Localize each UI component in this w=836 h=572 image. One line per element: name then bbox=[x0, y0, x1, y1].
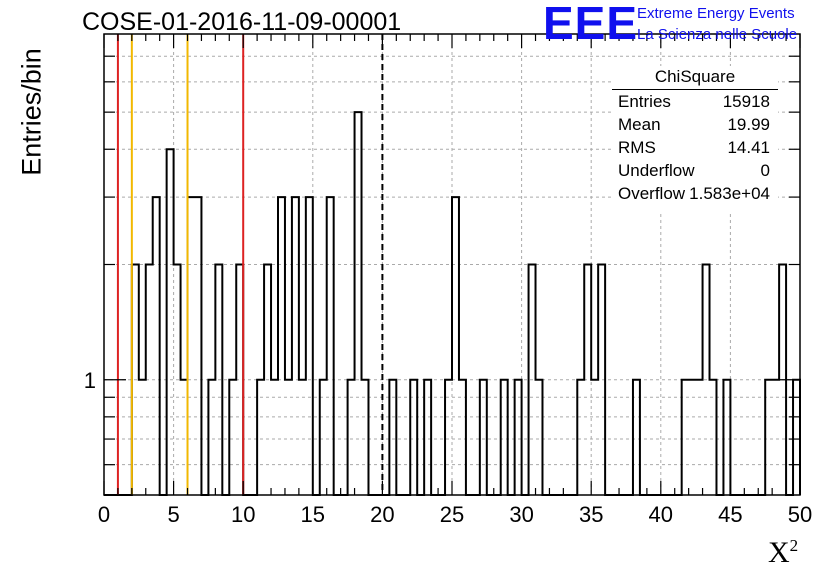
stats-label: Overflow bbox=[618, 184, 686, 203]
y-axis-label: Entries/bin bbox=[16, 48, 47, 176]
stats-label: Underflow bbox=[618, 161, 695, 180]
stats-box: ChiSquare Entries 15918 Mean 19.99 RMS 1… bbox=[612, 66, 778, 212]
stats-label: Entries bbox=[618, 92, 671, 111]
x-tick-label: 40 bbox=[649, 502, 673, 527]
y-tick-labels: 1 bbox=[84, 368, 96, 393]
logo-line-2: La Scienza nelle Scuole bbox=[637, 26, 798, 43]
x-tick-label: 5 bbox=[167, 502, 179, 527]
x-tick-label: 15 bbox=[301, 502, 325, 527]
stats-row-entries: Entries 15918 bbox=[618, 92, 770, 114]
stats-label: Mean bbox=[618, 115, 661, 134]
x-tick-label: 25 bbox=[440, 502, 464, 527]
x-tick-labels: 0 5 10 15 20 25 30 35 40 45 50 bbox=[98, 502, 812, 527]
eee-logo: EEE Extreme Energy Events La Scienza nel… bbox=[543, 0, 833, 49]
chart-title: COSE-01-2016-11-09-00001 bbox=[82, 8, 402, 36]
stats-row-underflow: Underflow 0 bbox=[618, 161, 770, 183]
stats-divider bbox=[612, 89, 778, 90]
x-tick-label: 20 bbox=[370, 502, 394, 527]
x-tick-label: 50 bbox=[788, 502, 812, 527]
eee-logo-mark: EEE bbox=[543, 0, 639, 49]
x-tick-label: 10 bbox=[231, 502, 255, 527]
x-axis-label-exponent: 2 bbox=[789, 536, 799, 555]
stats-value: 0 bbox=[760, 161, 770, 180]
stats-row-rms: RMS 14.41 bbox=[618, 138, 770, 160]
stats-value: 1.583e+04 bbox=[689, 184, 770, 203]
x-tick-label: 30 bbox=[509, 502, 533, 527]
stats-title: ChiSquare bbox=[654, 67, 736, 86]
stats-value: 14.41 bbox=[727, 138, 770, 157]
plot-frame bbox=[103, 33, 801, 496]
stats-row-overflow: Overflow 1.583e+04 bbox=[618, 184, 770, 206]
x-tick-label: 0 bbox=[98, 502, 110, 527]
stats-row-mean: Mean 19.99 bbox=[618, 115, 770, 137]
x-tick-label: 45 bbox=[718, 502, 742, 527]
x-axis-label: X2 bbox=[768, 536, 798, 570]
stats-label: RMS bbox=[618, 138, 656, 157]
stats-value: 15918 bbox=[722, 92, 770, 111]
reference-lines bbox=[116, 34, 384, 495]
logo-line-1: Extreme Energy Events bbox=[637, 5, 795, 22]
x-axis-label-base: X bbox=[768, 536, 790, 569]
stats-value: 19.99 bbox=[727, 115, 770, 134]
y-tick-label: 1 bbox=[84, 368, 96, 393]
x-tick-label: 35 bbox=[579, 502, 603, 527]
